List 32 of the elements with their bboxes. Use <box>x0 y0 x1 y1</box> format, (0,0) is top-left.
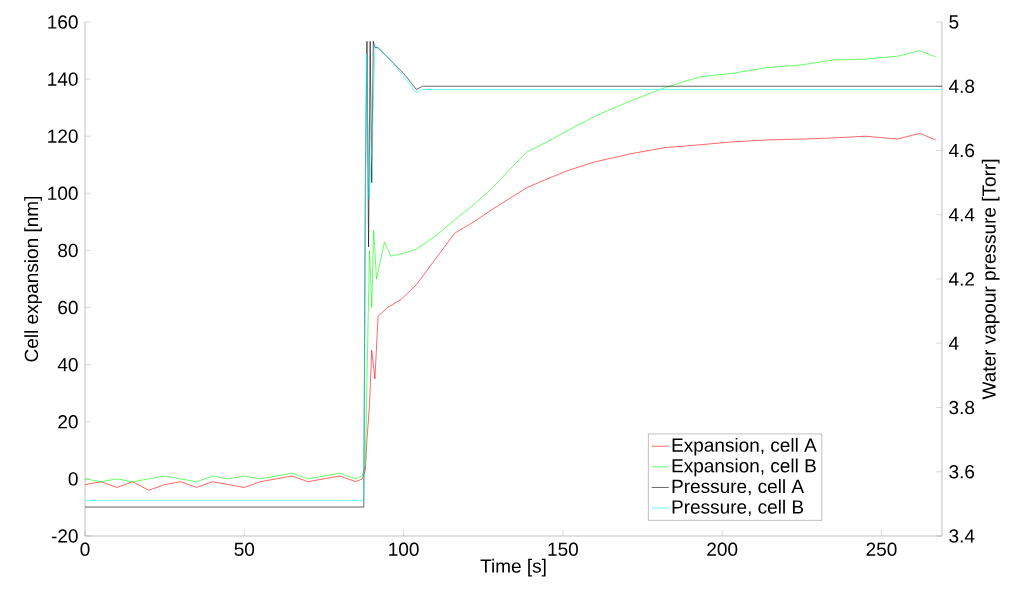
y2-tick-label: 3.6 <box>949 465 975 479</box>
legend-label: Pressure, cell B <box>672 499 804 516</box>
y-tick-label: 20 <box>58 415 78 429</box>
y-tick-label: 80 <box>58 243 78 258</box>
x-tick-label: 250 <box>866 542 897 556</box>
y-tick-label: 160 <box>48 15 78 29</box>
x-tick-label: 50 <box>234 542 255 556</box>
legend-label: Expansion, cell A <box>672 437 817 456</box>
y-axis-title: Cell expansion [nm] <box>24 196 42 362</box>
y2-tick-label: 4.6 <box>948 143 975 158</box>
y-tick-label: 40 <box>57 357 78 372</box>
y2-tick-label: 4.8 <box>948 79 975 93</box>
y2-tick-label: 5 <box>949 15 959 29</box>
y2-axis-title: Water vapour pressure [Torr] <box>981 159 1000 400</box>
y-tick-label: 140 <box>48 72 78 86</box>
legend-label: Expansion, cell B <box>672 458 816 477</box>
x-axis-title: Time [s] <box>480 558 546 577</box>
y-tick-label: 120 <box>48 129 78 143</box>
x-tick-label: 150 <box>548 542 578 556</box>
y2-tick-label: 4 <box>948 336 959 350</box>
y2-tick-label: 4.4 <box>948 208 975 222</box>
y-tick-label: 100 <box>48 186 78 201</box>
x-tick-label: 0 <box>80 542 90 556</box>
x-tick-label: 200 <box>707 542 738 556</box>
y2-tick-label: 3.8 <box>949 400 975 415</box>
y-tick-label: 60 <box>58 300 78 315</box>
legend-label: Pressure, cell A <box>672 479 805 496</box>
y-tick-label: 0 <box>68 472 78 486</box>
y2-tick-label: 3.4 <box>949 529 975 543</box>
x-tick-label: 100 <box>389 542 419 556</box>
y-tick-label: -20 <box>51 529 78 543</box>
y2-tick-label: 4.2 <box>948 272 974 286</box>
